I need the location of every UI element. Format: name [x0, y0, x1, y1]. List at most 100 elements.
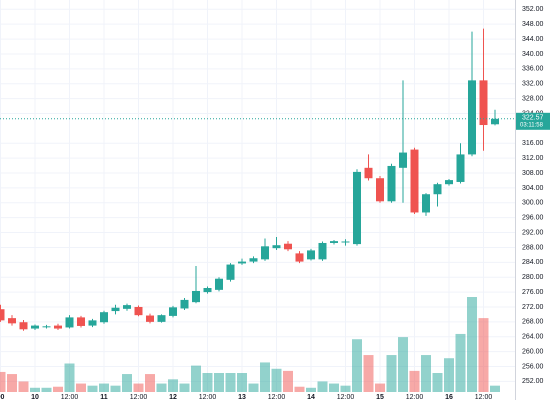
y-tick-label: 336.00 — [522, 66, 544, 73]
y-tick-label: 312.00 — [522, 155, 544, 162]
candle-body — [456, 154, 465, 182]
volume-bar — [87, 385, 98, 392]
candle-body — [479, 80, 488, 126]
volume-bar — [7, 374, 17, 392]
candle-body — [100, 312, 108, 323]
candle-body — [157, 315, 166, 322]
candle-body — [249, 258, 258, 262]
candle-body — [399, 152, 407, 168]
volume-bar — [133, 383, 144, 392]
y-tick-label: 268.00 — [522, 319, 544, 326]
candle-body — [353, 171, 361, 245]
x-tick-label: 12:00 — [61, 394, 79, 400]
volume-bar — [122, 374, 132, 392]
candle-body — [111, 307, 120, 312]
candle-body — [445, 180, 453, 185]
candle-body — [491, 118, 499, 125]
candle-body — [341, 241, 350, 243]
volume-bar — [398, 337, 408, 392]
y-tick-label: 352.00 — [522, 6, 544, 13]
candle-body — [364, 167, 373, 179]
candle-body — [284, 243, 292, 250]
volume-bar — [294, 386, 305, 392]
y-tick-label: 348.00 — [522, 21, 544, 28]
x-tick-label: 12:00 — [337, 394, 355, 400]
y-tick-label: 264.00 — [522, 334, 544, 341]
volume-bar — [317, 381, 328, 392]
volume-bar — [409, 370, 420, 392]
y-tick-label: 344.00 — [522, 36, 544, 43]
candle-body — [169, 307, 177, 316]
y-tick-label: 280.00 — [522, 274, 544, 281]
x-tick-label: 10 — [31, 394, 39, 400]
x-tick-label: 00 — [0, 394, 4, 400]
candle-body — [215, 278, 223, 290]
volume-bar — [329, 383, 339, 392]
volume-bar — [260, 362, 270, 392]
candle-body — [238, 261, 246, 264]
volume-bar — [467, 297, 477, 392]
volume-bar — [375, 383, 385, 392]
x-tick-label: 12 — [169, 394, 177, 400]
y-tick-label: 304.00 — [522, 185, 544, 192]
y-tick-label: 252.00 — [522, 378, 544, 385]
x-tick-label: 15 — [376, 394, 384, 400]
candle-body — [19, 322, 28, 330]
volume-bar — [444, 358, 454, 392]
volume-bar — [30, 387, 40, 392]
candle-body — [410, 149, 419, 213]
x-tick-label: 11 — [100, 394, 108, 400]
y-tick-label: 288.00 — [522, 244, 544, 251]
volume-bar — [306, 387, 316, 392]
volume-bar — [191, 365, 201, 392]
candle-body — [226, 264, 235, 280]
y-tick-label: 316.00 — [522, 140, 544, 147]
volume-bar — [168, 379, 178, 392]
candle-body — [123, 305, 131, 309]
candle-body — [272, 245, 281, 249]
volume-bar — [386, 355, 397, 392]
volume-bar — [145, 374, 155, 392]
volume-bar — [478, 318, 489, 392]
candle-body — [307, 250, 315, 260]
candle-body — [468, 80, 476, 155]
candle-body — [65, 317, 74, 328]
volume-bar — [248, 383, 259, 392]
candle-body — [134, 306, 143, 316]
candle-body — [330, 241, 338, 243]
volume-bar — [455, 333, 466, 392]
volume-bar — [340, 385, 351, 392]
volume-bar — [64, 363, 75, 392]
candle-body — [54, 325, 62, 329]
x-tick-label: 12:00 — [199, 394, 217, 400]
y-tick-label: 308.00 — [522, 170, 544, 177]
last-price-label: 322.57 — [522, 115, 544, 122]
x-tick-label: 12:00 — [475, 394, 493, 400]
candle-body — [376, 178, 384, 202]
volume-bar — [490, 385, 500, 392]
volume-bar — [352, 339, 362, 392]
candle-body — [8, 318, 16, 324]
volume-bar — [283, 370, 293, 392]
volume-bar — [76, 383, 86, 392]
candle-body — [192, 290, 200, 303]
volume-bar — [363, 355, 374, 392]
candle-body — [180, 299, 189, 309]
y-tick-label: 292.00 — [522, 229, 544, 236]
candle-body — [146, 315, 154, 322]
candle-body — [433, 184, 442, 195]
candle-body — [318, 242, 327, 260]
candle-body — [295, 253, 304, 262]
y-tick-label: 284.00 — [522, 259, 544, 266]
volume-bar — [237, 373, 247, 392]
candle-body — [422, 194, 430, 213]
y-tick-label: 256.00 — [522, 363, 544, 370]
x-tick-label: 12:00 — [406, 394, 424, 400]
volume-bar — [202, 373, 213, 392]
candle-body — [42, 326, 51, 328]
candle-body — [77, 317, 85, 326]
candle-body — [0, 309, 5, 321]
volume-bar — [18, 381, 29, 392]
last-price-box — [516, 112, 550, 130]
